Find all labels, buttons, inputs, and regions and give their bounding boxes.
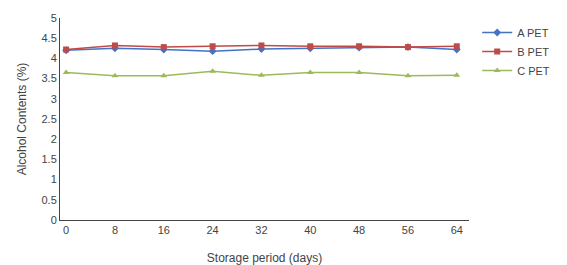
- svg-text:40: 40: [304, 224, 316, 236]
- svg-text:2.5: 2.5: [42, 113, 57, 125]
- svg-text:A PET: A PET: [517, 27, 548, 39]
- svg-text:5: 5: [51, 12, 57, 24]
- svg-text:8: 8: [112, 224, 118, 236]
- svg-text:56: 56: [402, 224, 414, 236]
- svg-text:48: 48: [353, 224, 365, 236]
- svg-text:2: 2: [51, 133, 57, 145]
- svg-text:0: 0: [51, 214, 57, 226]
- svg-text:1.5: 1.5: [42, 153, 57, 165]
- svg-text:1: 1: [51, 173, 57, 185]
- svg-text:B PET: B PET: [517, 46, 549, 58]
- svg-text:C PET: C PET: [517, 65, 550, 77]
- svg-text:Storage period (days): Storage period (days): [207, 251, 322, 265]
- svg-text:4.5: 4.5: [42, 32, 57, 44]
- svg-text:4: 4: [51, 52, 57, 64]
- svg-text:Alcohol Contents (%): Alcohol Contents (%): [15, 63, 29, 176]
- svg-text:3.5: 3.5: [42, 72, 57, 84]
- svg-text:32: 32: [255, 224, 267, 236]
- svg-text:0: 0: [63, 224, 69, 236]
- svg-text:64: 64: [451, 224, 463, 236]
- svg-text:16: 16: [158, 224, 170, 236]
- svg-text:3: 3: [51, 93, 57, 105]
- svg-text:24: 24: [206, 224, 218, 236]
- svg-text:0.5: 0.5: [42, 194, 57, 206]
